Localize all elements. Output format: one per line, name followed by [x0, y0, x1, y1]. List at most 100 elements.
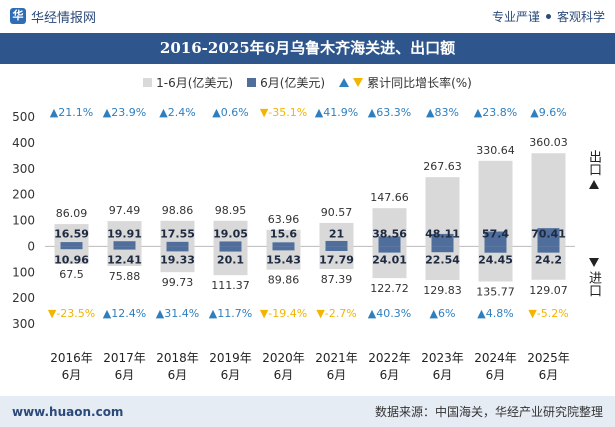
data-label-cumulative-export: 98.95: [215, 204, 247, 217]
bar-monthly-import: [431, 246, 454, 253]
x-tick-label-month: 6月: [168, 368, 188, 382]
growth-label-export: ▲83%: [426, 106, 459, 119]
y-tick-label: 100: [12, 265, 35, 279]
data-label-monthly-export: 70.41: [531, 227, 566, 240]
growth-label-import: ▼-23.5%: [48, 307, 95, 320]
data-label-cumulative-export: 147.66: [370, 191, 409, 204]
legend-item-cumulative: 1-6月(亿美元): [143, 74, 233, 91]
legend-item-monthly: 6月(亿美元): [247, 74, 325, 91]
data-label-cumulative-import: 129.83: [423, 284, 462, 297]
growth-label-export: ▲2.4%: [159, 106, 195, 119]
bar-monthly-import: [537, 246, 560, 253]
x-tick-label-year: 2017年: [103, 351, 146, 365]
bar-monthly-export: [537, 228, 560, 247]
bar-cumulative-import: [266, 246, 301, 270]
data-label-monthly-export: 15.6: [270, 227, 297, 240]
x-tick-label-year: 2018年: [156, 351, 199, 365]
bar-monthly-export: [219, 241, 242, 247]
side-label-import-text: 进口: [586, 271, 601, 297]
arrow-up-icon: [588, 180, 599, 189]
side-label-import: 进口: [586, 258, 601, 297]
brand: 华 华经情报网: [10, 7, 96, 26]
y-tick-label: 300: [12, 317, 35, 331]
growth-label-export: ▲23.8%: [474, 106, 517, 119]
bar-monthly-export: [272, 242, 295, 247]
data-label-cumulative-import: 122.72: [370, 282, 409, 295]
arrow-down-icon: [588, 258, 599, 267]
data-label-monthly-import: 24.2: [535, 253, 562, 266]
bullet-icon: [545, 13, 551, 19]
bar-cumulative-export: [319, 222, 354, 247]
x-tick-label-year: 2022年: [368, 351, 411, 365]
data-label-cumulative-export: 63.96: [268, 213, 300, 226]
bar-monthly-import: [113, 246, 136, 250]
legend-label-cumulative: 1-6月(亿美元): [156, 75, 234, 90]
bar-monthly-import: [378, 246, 401, 253]
x-tick-label-month: 6月: [380, 368, 400, 382]
data-label-monthly-export: 17.55: [160, 227, 195, 240]
data-label-cumulative-import: 67.5: [59, 268, 84, 281]
data-label-cumulative-import: 75.88: [109, 270, 141, 283]
bar-monthly-import: [484, 246, 507, 253]
data-label-cumulative-export: 97.49: [109, 204, 141, 217]
bar-monthly-import: [325, 246, 348, 251]
x-tick-label-year: 2023年: [421, 351, 464, 365]
y-tick-label: 200: [12, 291, 35, 305]
bar-monthly-import: [219, 246, 242, 252]
growth-label-import: ▲40.3%: [368, 307, 411, 320]
brand-logo-icon: 华: [10, 8, 26, 24]
x-tick-label-year: 2019年: [209, 351, 252, 365]
data-label-cumulative-import: 129.07: [529, 284, 568, 297]
x-tick-label-month: 6月: [62, 368, 82, 382]
legend-swatch-cumulative: [143, 77, 153, 87]
data-label-monthly-export: 19.91: [107, 227, 142, 240]
x-tick-label-month: 6月: [327, 368, 347, 382]
y-tick-label: 0: [27, 239, 35, 253]
y-tick-label: 500: [12, 110, 35, 124]
data-label-monthly-import: 12.41: [107, 253, 142, 266]
x-tick-label-month: 6月: [221, 368, 241, 382]
growth-label-export: ▲63.3%: [368, 106, 411, 119]
data-label-monthly-import: 17.79: [319, 253, 354, 266]
x-tick-label-month: 6月: [433, 368, 453, 382]
footer-source: 数据来源：中国海关，华经产业研究院整理: [374, 405, 603, 419]
data-label-monthly-export: 16.59: [54, 227, 89, 240]
footer-url[interactable]: www.huaon.com: [12, 404, 124, 419]
y-tick-label: 300: [12, 162, 35, 176]
side-label-export: 出口: [586, 150, 601, 189]
legend-label-growth: 累计同比增长率(%): [367, 75, 472, 90]
x-tick-label-year: 2021年: [315, 351, 358, 365]
growth-label-export: ▲23.9%: [103, 106, 146, 119]
data-label-monthly-import: 15.43: [266, 253, 301, 266]
data-label-cumulative-export: 98.86: [162, 204, 194, 217]
growth-label-import: ▼-19.4%: [260, 307, 307, 320]
data-label-monthly-import: 20.1: [217, 253, 244, 266]
brand-name: 华经情报网: [31, 10, 97, 26]
data-label-cumulative-export: 90.57: [321, 206, 353, 219]
growth-label-import: ▲4.8%: [477, 307, 513, 320]
legend-item-growth: 累计同比增长率(%): [339, 74, 472, 91]
x-tick-label-year: 2025年: [527, 351, 570, 365]
data-label-monthly-import: 24.45: [478, 253, 513, 266]
bar-monthly-export: [378, 236, 401, 247]
growth-label-export: ▲0.6%: [212, 106, 248, 119]
data-label-cumulative-import: 99.73: [162, 276, 194, 289]
bar-monthly-import: [60, 246, 83, 250]
slogan-right: 客观科学: [556, 9, 605, 24]
bar-monthly-export: [325, 240, 348, 247]
data-label-cumulative-import: 135.77: [476, 286, 515, 299]
slogan-left: 专业严谨: [491, 9, 540, 24]
side-label-export-text: 出口: [586, 150, 601, 176]
chart-legend: 1-6月(亿美元) 6月(亿美元) 累计同比增长率(%): [0, 72, 615, 92]
data-label-cumulative-export: 330.64: [476, 144, 515, 157]
data-label-monthly-export: 21: [329, 227, 344, 240]
data-label-cumulative-export: 86.09: [56, 207, 88, 220]
bar-monthly-import: [166, 246, 189, 252]
growth-label-export: ▼-35.1%: [260, 106, 307, 119]
data-label-cumulative-import: 89.86: [268, 274, 300, 287]
bar-monthly-import: [272, 246, 295, 251]
data-label-cumulative-import: 87.39: [321, 273, 353, 286]
data-label-monthly-export: 19.05: [213, 227, 248, 240]
x-tick-label-year: 2020年: [262, 351, 305, 365]
